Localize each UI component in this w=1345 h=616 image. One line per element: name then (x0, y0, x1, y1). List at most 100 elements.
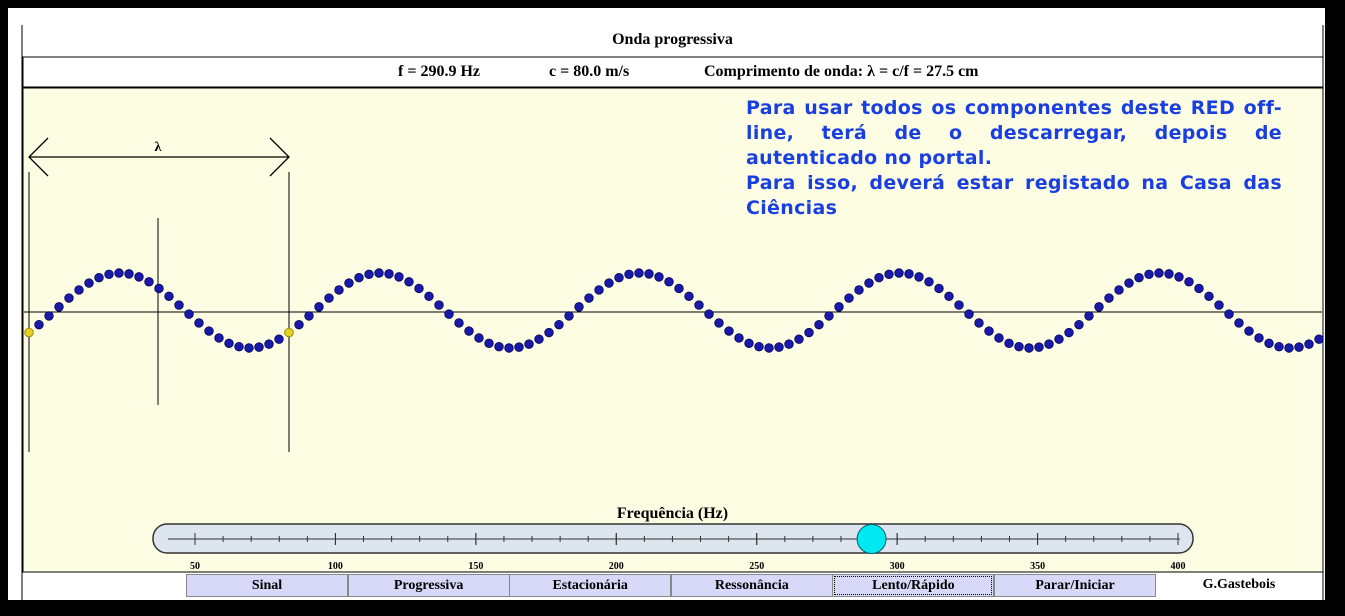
wavelength-arrow (28, 137, 290, 177)
bead (1054, 334, 1064, 344)
bead (774, 342, 784, 352)
bead (524, 339, 534, 349)
bead (1204, 291, 1214, 302)
bead (1074, 319, 1084, 330)
bead (1264, 338, 1274, 348)
slider-tick-label: 250 (749, 561, 764, 572)
bead (44, 311, 54, 321)
bead (704, 309, 714, 319)
bead (1034, 342, 1044, 352)
bead (1014, 341, 1024, 352)
bead (844, 293, 854, 303)
bead (784, 339, 794, 349)
slider-tick-label: 150 (468, 561, 483, 572)
frequency-readout: f = 290.9 Hz (398, 63, 480, 80)
bead (1224, 309, 1234, 319)
notice: Para usar todos os componentes deste RED… (746, 96, 1282, 221)
bead (194, 318, 204, 328)
bead (124, 269, 134, 279)
credit: G.Gastebois (1202, 577, 1276, 592)
bead (1104, 293, 1114, 303)
bead (1084, 311, 1094, 321)
bead (1154, 268, 1164, 278)
slider-tick-label: 100 (328, 561, 343, 572)
slider-tick-label: 50 (190, 561, 200, 572)
bead (474, 333, 484, 343)
bead (984, 326, 994, 336)
slider-tick-label: 300 (890, 561, 905, 572)
bead (864, 278, 874, 288)
button[interactable]: Ressonância (670, 574, 833, 597)
bead (874, 273, 884, 283)
button[interactable]: Lento/Rápido (832, 574, 995, 597)
bead (814, 319, 824, 330)
bead (654, 272, 664, 282)
bead (624, 269, 634, 280)
slider-tick-label: 400 (1171, 561, 1186, 572)
notice-text: Para usar todos os componentes deste RED… (746, 97, 1282, 169)
bead (484, 338, 494, 348)
title: Onda progressiva (612, 31, 733, 48)
bead (494, 341, 504, 352)
bead (104, 269, 114, 280)
bead (764, 343, 774, 353)
bead (1284, 343, 1294, 353)
bead (464, 326, 474, 336)
bead (724, 326, 734, 336)
bead (384, 269, 394, 279)
slider-label: Frequência (Hz) (616, 505, 729, 522)
bead (404, 277, 414, 287)
button[interactable]: Estacionária (509, 574, 672, 597)
info-bar (22, 56, 1324, 88)
slider-tick-label: 350 (1030, 561, 1045, 572)
bead (24, 327, 34, 338)
bead (1024, 343, 1034, 353)
bead (1044, 339, 1054, 349)
bead (534, 334, 544, 344)
button[interactable]: Progressiva (347, 574, 510, 597)
button[interactable]: Parar/Iniciar (994, 574, 1156, 597)
bead (74, 285, 84, 295)
bead (164, 291, 174, 302)
bead (604, 278, 614, 288)
bead (1234, 318, 1244, 328)
bead (854, 285, 864, 295)
bead (954, 300, 964, 310)
bead (834, 302, 844, 312)
bead (374, 268, 384, 278)
bead (684, 291, 694, 302)
bead (1004, 338, 1014, 348)
bead (584, 293, 594, 303)
bead (284, 327, 294, 338)
bead (204, 326, 214, 336)
bead (1304, 339, 1314, 349)
bead (714, 318, 724, 328)
bead (1194, 283, 1204, 294)
bead (514, 342, 524, 352)
slider-knob[interactable] (856, 524, 887, 554)
bead (84, 278, 94, 288)
bead (144, 277, 154, 287)
button[interactable]: Sinal (186, 574, 348, 597)
bead (414, 283, 424, 294)
bead (994, 333, 1004, 343)
bead (1164, 269, 1174, 279)
bead (1244, 326, 1254, 336)
bead (64, 293, 74, 303)
bead (94, 273, 104, 283)
bead (544, 327, 554, 338)
bead (274, 334, 284, 344)
bead (1274, 341, 1284, 352)
bead (974, 318, 984, 328)
bead (174, 300, 184, 310)
bead (824, 311, 834, 321)
bead (1134, 273, 1144, 283)
bead (904, 269, 914, 279)
bead (564, 311, 574, 321)
bead (224, 338, 234, 348)
bead (354, 273, 364, 283)
bead (694, 300, 704, 310)
bead (324, 293, 334, 303)
bead (644, 269, 654, 279)
bead (444, 309, 454, 319)
